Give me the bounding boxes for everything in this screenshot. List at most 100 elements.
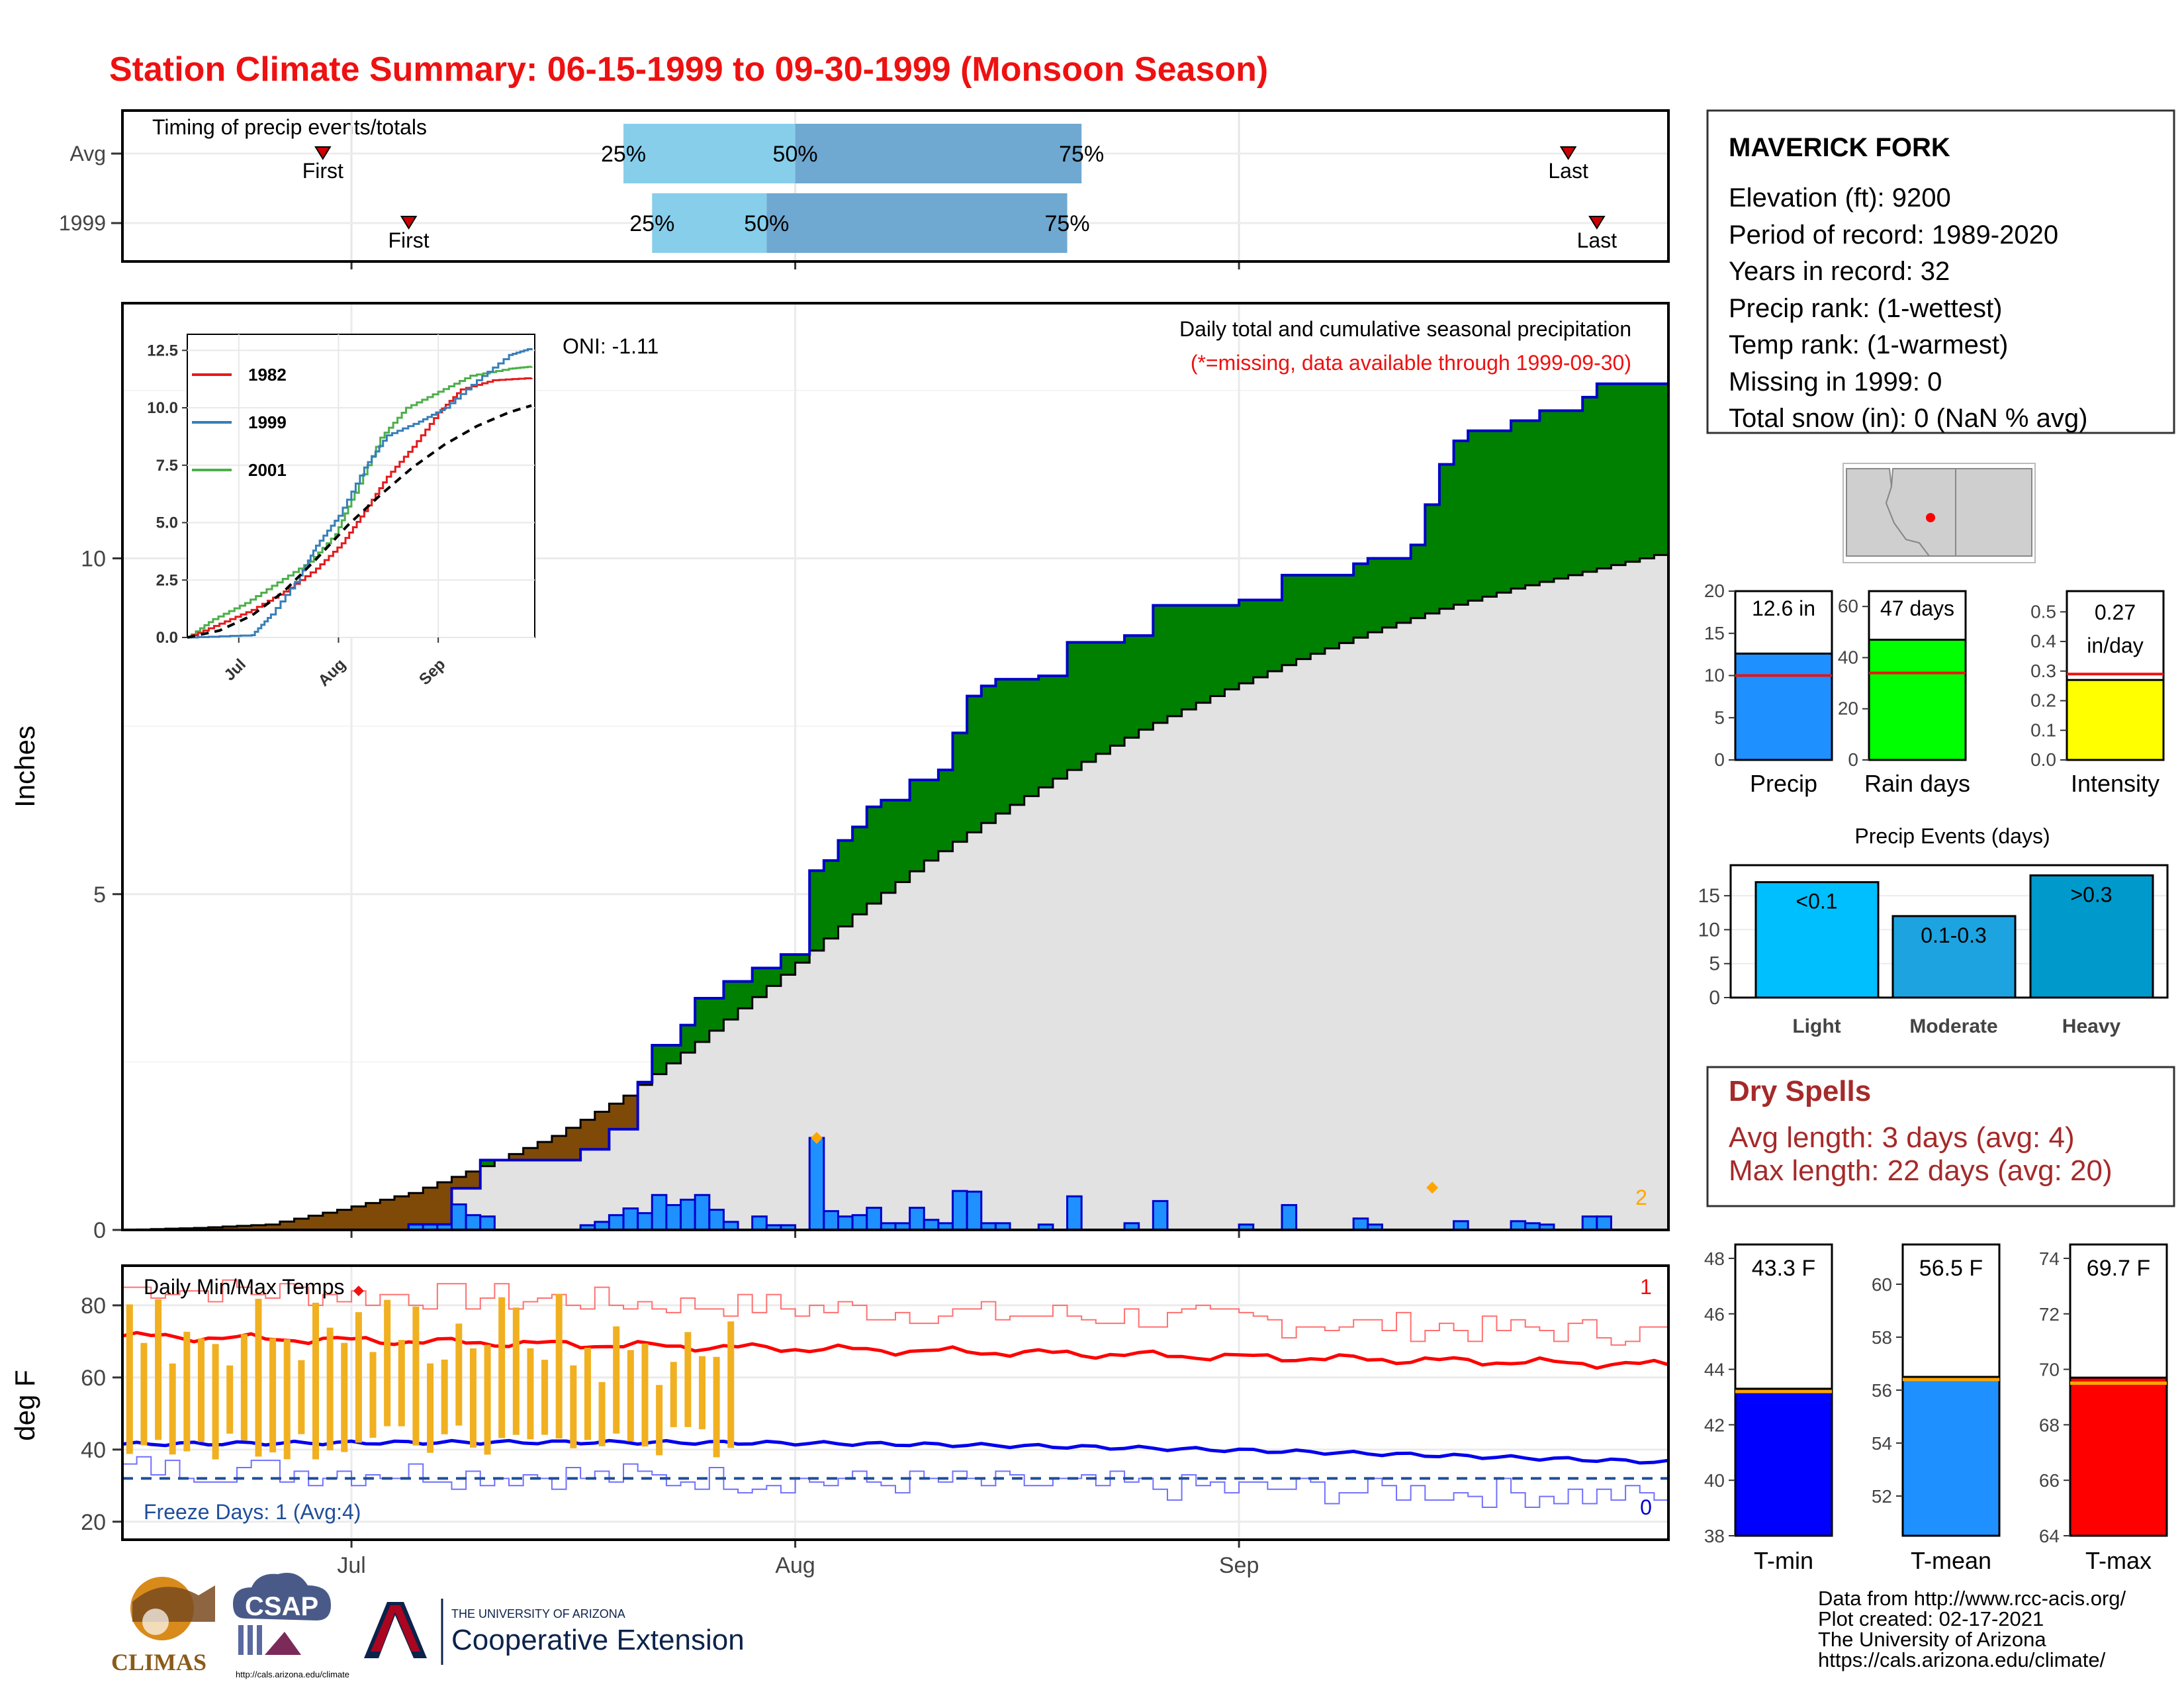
timing-last-label: Last [1548,159,1588,183]
cumulative-departure-bar [294,1218,309,1230]
daily-precip-bar [637,1212,653,1231]
precip-events-y-tick-label: 0 [1709,987,1720,1009]
cumulative-departure-bar [995,679,1011,814]
station-box-frame [1706,109,2175,434]
cumulative-departure-bar [1611,383,1626,565]
daily-temp-range-bar [155,1299,162,1440]
cumulative-departure-bar [208,1227,224,1230]
csap-logo-url: http://cals.arizona.edu/climate [236,1669,349,1679]
summary-bar-y-tick-label: 0 [1848,749,1858,770]
summary-bar-y-tick-label: 5 [1714,707,1725,727]
daily-precip-bar [708,1209,725,1231]
csap-logo-cloud [233,1573,331,1620]
station-elevation: Elevation (ft): 9200 [1729,183,1951,212]
temp-x-tick-label: Aug [775,1553,815,1578]
temp-summary-y-tick-label: 46 [1704,1304,1725,1325]
daily-precip-bar [465,1214,482,1231]
daily-precip-bar [851,1214,868,1231]
cumulative-departure-bar [566,1127,581,1160]
daily-temp-range-bar [512,1307,520,1435]
daily-precip-bar [608,1214,625,1231]
daily-precip-bar [622,1207,639,1231]
locator-map [1843,463,2036,563]
daily-precip-bar [866,1207,882,1231]
cumulative-departure-bar [1482,430,1498,597]
timing-last-marker [1588,216,1606,230]
timing-p75-label: 75% [1059,142,1104,167]
temp-summary-y-tick-label: 60 [1872,1274,1892,1295]
daily-precip-bar [952,1190,968,1231]
cumulative-departure-bar [466,1171,481,1189]
station-name: MAVERICK FORK [1729,133,1950,162]
cumulative-departure-bar [652,1045,667,1074]
cumulative-departure-bar [1511,420,1526,589]
cumulative-departure-bar [895,800,911,882]
cumulative-departure-bar [1353,563,1369,638]
timing-first-marker [314,146,332,160]
inset-legend-label: 1982 [248,365,287,385]
state-outline-new-mexico [1955,468,2032,557]
timing-p50-label: 50% [744,211,789,236]
daily-temp-range-bar [727,1321,735,1448]
temp-summary-y-tick-label: 54 [1872,1433,1892,1454]
csap-logo-bar [257,1625,262,1655]
timing-p50-label: 50% [773,142,818,167]
temp-panel-bg [122,1266,1668,1540]
precip-events-category: Heavy [2062,1015,2121,1037]
cumulative-departure-bar [680,1025,696,1053]
timing-q50-q75-bar [795,124,1082,183]
temp-summary-y-tick-label: 42 [1704,1415,1725,1435]
daily-precip-bar [1281,1203,1298,1231]
daily-temp-range-bar [255,1299,262,1457]
cumulative-departure-bar [1425,504,1440,614]
cumulative-departure-bar [1282,575,1297,665]
temp-summary-y-tick-label: 44 [1704,1360,1725,1380]
cumulative-departure-bar [1267,600,1283,671]
temp-summary-y-tick-label: 70 [2039,1360,2060,1380]
figure-title: Station Climate Summary: 06-15-1999 to 0… [109,50,1268,89]
summary-bar-name: Intensity [2071,770,2160,797]
extreme-day-count: 2 [1635,1186,1647,1209]
temp-summary-y-tick-label: 64 [2039,1526,2060,1546]
daily-temp-range-bar [197,1338,205,1442]
cumulative-departure-bar [752,968,767,998]
cumulative-departure-bar [967,696,982,833]
daily-temp-range-bar [283,1339,291,1460]
cumulative-departure-bar [1525,420,1540,586]
precip-events-bar [1754,881,1880,999]
temp-y-tick-label: 40 [81,1438,106,1463]
daily-temp-range-bar [183,1331,191,1452]
temp-summary-value-label: 69.7 F [2087,1256,2150,1281]
summary-bar-y-tick-label: 0.2 [2030,690,2056,711]
daily-temp-range-bar [212,1344,219,1460]
cumulative-departure-bar [623,1096,639,1129]
daily-temp-range-bar [384,1299,391,1427]
daily-temp-range-bar [169,1363,176,1455]
cumulative-departure-bar [1124,635,1140,738]
cumulative-departure-bar [1239,600,1254,684]
cumulative-departure-bar [981,686,997,823]
cumulative-departure-bar [738,981,753,1009]
temp-summary-y-tick-label: 56 [1872,1380,1892,1401]
summary-bar-fill [1868,638,1967,761]
university-of-arizona-logo: THE UNIVERSITY OF ARIZONA Cooperative Ex… [364,1599,745,1665]
temp-summary-y-tick-label: 40 [1704,1470,1725,1491]
timing-q25-q50-bar [623,124,796,183]
precip-panel-border [121,302,1670,1231]
cumulative-departure-bar [1410,545,1426,618]
cumulative-departure-bar [766,968,782,986]
daily-temp-range-bar [613,1326,620,1434]
station-location-dot [1926,513,1935,522]
daily-precip-bar [1581,1215,1598,1231]
daily-temp-range-bar [326,1327,334,1450]
daily-precip-bar [808,1137,825,1231]
csap-logo-bar [248,1625,253,1655]
cumulative-departure-bar [1095,642,1111,754]
daily-precip-bar [665,1203,682,1231]
average-cumulative-line [122,553,1668,1231]
cumulative-departure-bar [1539,410,1555,583]
timing-p25-label: 25% [629,211,674,236]
daily-temp-range-bar [341,1342,348,1452]
cumulative-departure-bar [551,1135,567,1160]
footer-university: The University of Arizona [1818,1628,2046,1651]
